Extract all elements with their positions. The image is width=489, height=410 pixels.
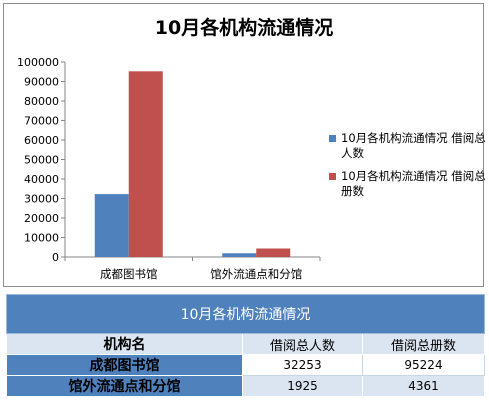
y-tick-label: 100000 (17, 56, 59, 69)
y-tick-label: 10000 (24, 232, 59, 245)
x-category-label: 馆外流通点和分馆 (210, 267, 302, 281)
chart-legend: 10月各机构流通情况 借阅总人数 10月各机构流通情况 借阅总册数 (329, 131, 487, 207)
table-row: 成都图书馆 32253 95224 (6, 354, 485, 376)
row-name: 馆外流通点和分馆 (6, 375, 243, 397)
header-institution: 机构名 (6, 333, 243, 355)
chart-title: 10月各机构流通情况 (155, 16, 333, 39)
chart-area: 10月各机构流通情况 0 10000 20000 30000 40000 50000 600… (3, 3, 487, 287)
y-tick-label: 90000 (24, 76, 59, 89)
data-table: 10月各机构流通情况 机构名 借阅总人数 借阅总册数 成都图书馆 32253 9… (6, 294, 485, 397)
row-name: 成都图书馆 (6, 354, 243, 376)
y-tick-label: 60000 (24, 134, 59, 147)
table-header-row: 机构名 借阅总人数 借阅总册数 (6, 333, 485, 355)
table-title: 10月各机构流通情况 (6, 294, 485, 334)
y-tick-label: 0 (52, 251, 59, 264)
legend-swatch (329, 173, 336, 180)
y-tick-label: 70000 (24, 115, 59, 128)
legend-label: 10月各机构流通情况 借阅总册数 (341, 169, 486, 198)
bar-chart: 10月各机构流通情况 0 10000 20000 30000 40000 50000 600… (17, 16, 333, 281)
bar-0-1 (128, 71, 163, 257)
row-volumes: 4361 (362, 375, 485, 397)
y-tick-label: 40000 (24, 173, 59, 186)
bar-0-0 (94, 194, 129, 257)
x-category-label: 成都图书馆 (100, 267, 158, 281)
header-borrowers: 借阅总人数 (242, 333, 363, 355)
legend-label: 10月各机构流通情况 借阅总人数 (341, 131, 486, 160)
row-volumes: 95224 (362, 354, 485, 376)
legend-item: 10月各机构流通情况 借阅总册数 (329, 169, 487, 199)
row-borrowers: 1925 (242, 375, 363, 397)
legend-item: 10月各机构流通情况 借阅总人数 (329, 131, 487, 161)
y-tick-label: 80000 (24, 95, 59, 108)
y-tick-label: 50000 (24, 154, 59, 167)
row-borrowers: 32253 (242, 354, 363, 376)
header-volumes: 借阅总册数 (362, 333, 485, 355)
bar-1-0 (222, 253, 257, 257)
bar-1-1 (256, 248, 291, 257)
y-tick-label: 30000 (24, 193, 59, 206)
y-tick-label: 20000 (24, 212, 59, 225)
legend-swatch (329, 135, 336, 142)
table-row: 馆外流通点和分馆 1925 4361 (6, 375, 485, 397)
